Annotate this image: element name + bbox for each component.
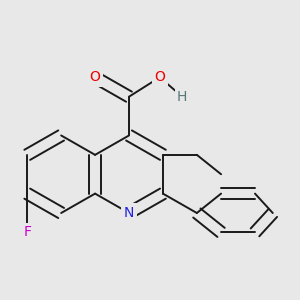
Text: O: O xyxy=(154,70,165,84)
Text: F: F xyxy=(23,225,31,239)
Text: N: N xyxy=(124,206,134,220)
Text: O: O xyxy=(90,70,101,84)
Text: H: H xyxy=(177,90,188,104)
